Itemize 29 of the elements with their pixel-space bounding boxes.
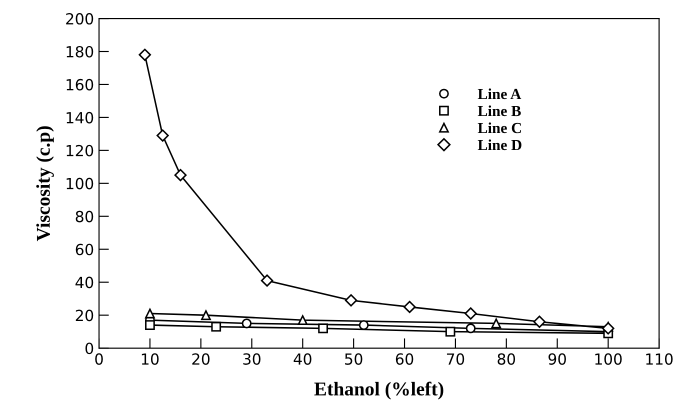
y-tick-label: 0 [85,342,94,354]
y-tick-label: 140 [66,112,94,124]
x-tick-label: 110 [646,353,673,365]
y-tick-label: 80 [76,210,94,222]
x-tick-label: 70 [446,353,464,365]
x-tick-label: 20 [192,353,210,365]
x-tick-label: 100 [595,353,622,365]
y-tick-label: 160 [66,78,94,90]
x-tick-label: 10 [142,353,159,365]
x-tick-label: 60 [396,353,414,365]
x-tick-label: 40 [294,353,312,365]
y-tick-label: 200 [66,13,94,25]
x-tick-label: 0 [95,353,103,365]
y-tick-label: 20 [76,310,94,322]
x-tick-label: 50 [345,353,362,365]
legend-label: Line C [478,122,521,134]
y-tick-label: 40 [75,276,94,288]
x-axis-title: Ethanol (%left) [314,382,444,400]
legend-label: Line A [478,88,522,100]
y-axis-title: Viscosity (c.p) [36,126,54,242]
x-tick-label: 30 [243,353,260,365]
y-tick-label: 60 [76,244,94,256]
y-tick-label: 120 [66,144,94,156]
legend-label: Line B [478,105,521,116]
x-tick-label: 80 [498,353,516,365]
legend-label: Line D [478,139,522,150]
y-tick-label: 100 [66,178,94,190]
y-tick-label: 180 [66,46,94,58]
x-tick-label: 90 [548,353,566,365]
